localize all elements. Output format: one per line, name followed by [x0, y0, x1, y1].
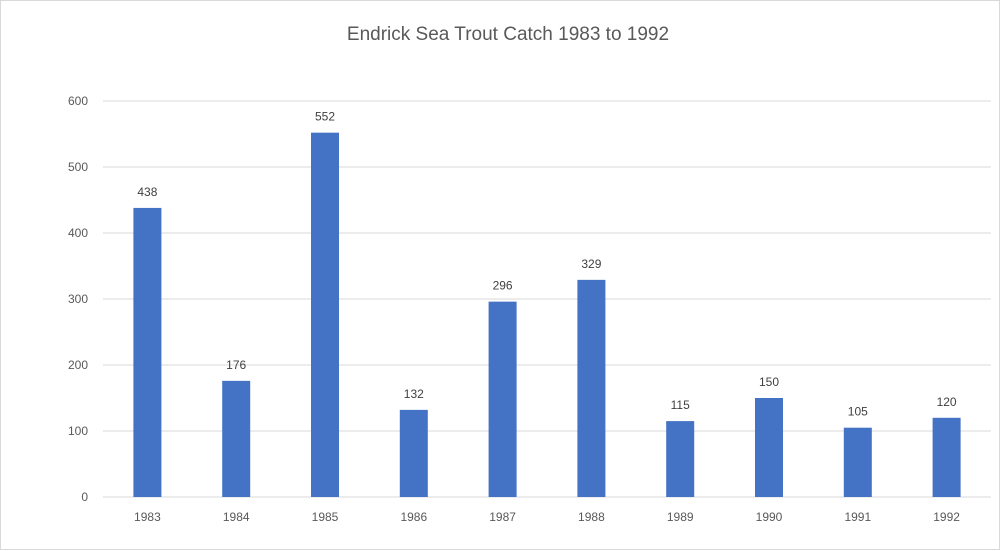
- y-tick-label: 0: [81, 490, 88, 504]
- y-tick-label: 100: [68, 424, 88, 438]
- bar: [222, 380, 251, 497]
- x-axis-tick-labels: 1983 1984 1985 1986 1987 1988 1989 1990 1991 1992: [134, 510, 960, 524]
- x-tick-label: 1987: [489, 510, 516, 524]
- data-label: 115: [671, 398, 690, 412]
- y-tick-label: 200: [68, 358, 88, 372]
- bar: [311, 132, 339, 497]
- x-tick-label: 1990: [756, 510, 783, 524]
- y-axis-tick-labels: 0 100 200 300 400 500 600: [68, 94, 88, 504]
- y-tick-label: 500: [68, 160, 88, 174]
- bar: [755, 398, 783, 497]
- data-labels: 438 176 552 132 296 329 115 150 105 120: [137, 110, 957, 419]
- data-label: 150: [759, 375, 779, 389]
- x-tick-label: 1989: [667, 510, 694, 524]
- data-label: 132: [404, 387, 424, 401]
- x-tick-label: 1988: [578, 510, 605, 524]
- x-tick-label: 1984: [223, 510, 250, 524]
- data-label: 296: [493, 279, 513, 293]
- data-label: 105: [848, 405, 868, 419]
- bar: [133, 207, 162, 498]
- chart-title: Endrick Sea Trout Catch 1983 to 1992: [347, 24, 669, 45]
- y-tick-label: 600: [68, 94, 88, 108]
- bar: [666, 421, 695, 497]
- y-tick-label: 400: [68, 226, 88, 240]
- x-tick-label: 1986: [400, 510, 427, 524]
- bar: [932, 417, 961, 497]
- x-tick-label: 1983: [134, 510, 161, 524]
- gridlines: [103, 100, 991, 498]
- x-tick-label: 1991: [844, 510, 871, 524]
- data-label: 329: [581, 257, 601, 271]
- bars: [133, 132, 961, 498]
- x-tick-label: 1985: [312, 510, 339, 524]
- bar: [488, 301, 517, 497]
- data-label: 176: [226, 358, 246, 372]
- x-tick-label: 1992: [933, 510, 960, 524]
- y-tick-label: 300: [68, 292, 88, 306]
- bar: [577, 279, 606, 497]
- bar: [843, 427, 872, 497]
- data-label: 552: [315, 110, 335, 124]
- data-label: 438: [137, 185, 157, 199]
- data-label: 120: [937, 395, 957, 409]
- bar: [399, 409, 428, 497]
